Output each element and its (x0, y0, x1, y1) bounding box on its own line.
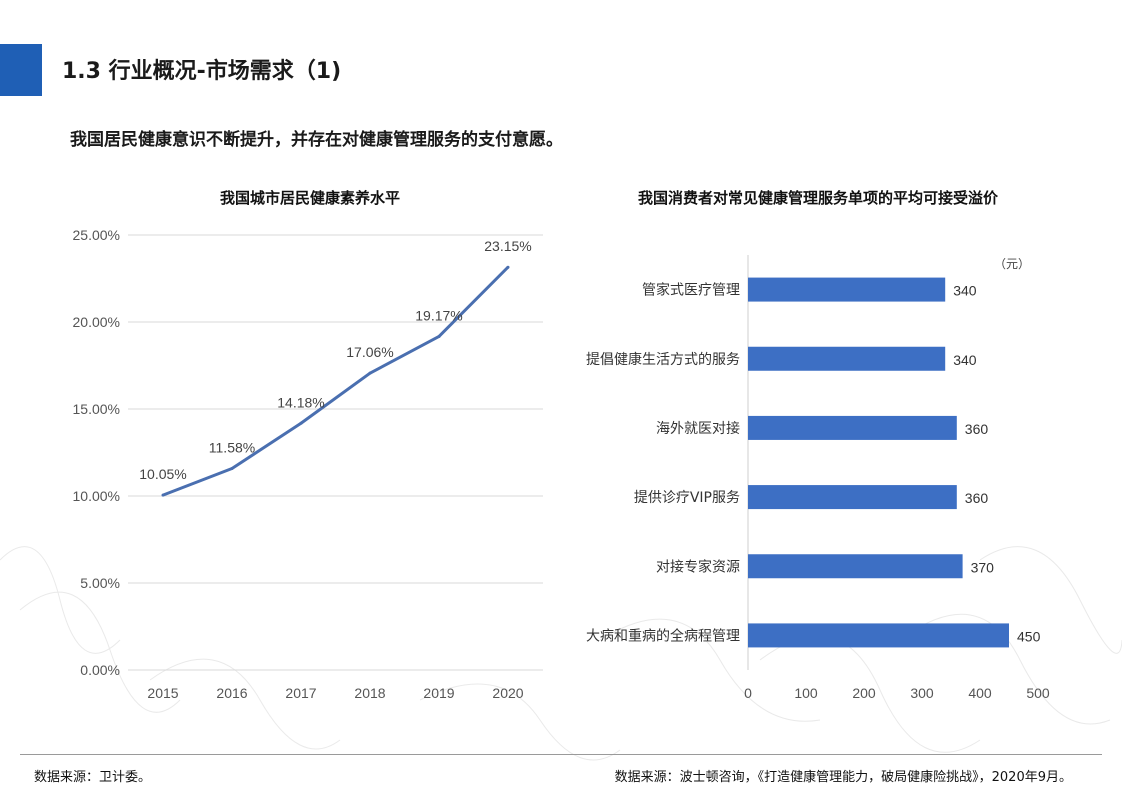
bar-chart-category-label: 管家式医疗管理 (642, 282, 740, 299)
line-chart-y-tick-label: 25.00% (73, 227, 120, 243)
bar-chart-bar (748, 554, 963, 579)
bar-chart-data-label: 340 (953, 352, 977, 368)
bar-chart-bar (748, 623, 1009, 648)
line-chart-point (437, 334, 441, 338)
line-chart-data-label: 23.15% (484, 238, 531, 254)
bar-chart-x-tick-label: 200 (852, 685, 876, 701)
line-chart-y-tick-label: 15.00% (73, 401, 120, 417)
line-chart-x-tick-label: 2015 (147, 685, 178, 701)
line-chart-y-tick-label: 10.00% (73, 488, 120, 504)
bar-chart-data-label: 360 (965, 421, 989, 437)
line-chart-point (230, 467, 234, 471)
bar-chart-category-label: 大病和重病的全病程管理 (586, 627, 740, 644)
line-chart-y-tick-label: 0.00% (80, 662, 120, 678)
bar-chart-unit-label: （元） (994, 257, 1030, 271)
line-chart-point (161, 493, 165, 497)
line-chart-point (506, 265, 510, 269)
line-chart-data-label: 11.58% (209, 440, 255, 456)
bar-chart-data-label: 340 (953, 283, 977, 299)
bar-chart-x-tick-label: 100 (794, 685, 818, 701)
bar-chart-x-tick-label: 500 (1026, 685, 1050, 701)
line-chart-data-label: 10.05% (139, 466, 186, 482)
bar-chart-category-label: 对接专家资源 (656, 558, 740, 575)
bar-chart-title: 我国消费者对常见健康管理服务单项的平均可接受溢价 (637, 189, 998, 207)
line-chart-data-label: 14.18% (277, 394, 324, 410)
bar-chart-bar (748, 346, 946, 371)
bar-chart-category-label: 海外就医对接 (656, 420, 740, 437)
source-note-left: 数据来源：卫计委。 (34, 770, 152, 785)
bar-chart-x-tick-label: 400 (968, 685, 992, 701)
bar-chart-x-tick-label: 0 (744, 685, 752, 701)
line-chart-data-label: 19.17% (415, 307, 462, 323)
line-chart-y-tick-label: 5.00% (80, 575, 120, 591)
line-chart-x-tick-label: 2018 (354, 685, 385, 701)
bar-chart-data-label: 370 (971, 559, 995, 575)
bar-chart-data-label: 360 (965, 490, 989, 506)
bar-chart-bar (748, 415, 957, 440)
line-chart-point (299, 421, 303, 425)
bar-chart-bar (748, 277, 946, 302)
line-chart-y-tick-label: 20.00% (73, 314, 120, 330)
bar-chart-x-tick-label: 300 (910, 685, 934, 701)
line-chart-x-tick-label: 2020 (492, 685, 523, 701)
line-chart-data-label: 17.06% (346, 344, 393, 360)
line-chart-point (368, 371, 372, 375)
line-chart-title: 我国城市居民健康素养水平 (219, 189, 400, 207)
title-accent-bar (0, 44, 42, 96)
slide-title: 1.3 行业概况-市场需求（1) (62, 59, 342, 84)
line-chart-x-tick-label: 2016 (216, 685, 247, 701)
line-chart-x-tick-label: 2017 (285, 685, 316, 701)
bar-chart-data-label: 450 (1017, 628, 1041, 644)
slide-subtitle: 我国居民健康意识不断提升，并存在对健康管理服务的支付意愿。 (70, 130, 563, 150)
bar-chart-category-label: 提供诊疗VIP服务 (634, 490, 740, 506)
source-note-right: 数据来源：波士顿咨询，《打造健康管理能力，破局健康险挑战》，2020年9月。 (614, 770, 1072, 785)
line-chart-x-tick-label: 2019 (423, 685, 454, 701)
line-chart-series-line (162, 266, 510, 497)
bar-chart-category-label: 提倡健康生活方式的服务 (586, 351, 740, 368)
bar-chart-bar (748, 485, 957, 510)
footer-divider (20, 754, 1102, 755)
